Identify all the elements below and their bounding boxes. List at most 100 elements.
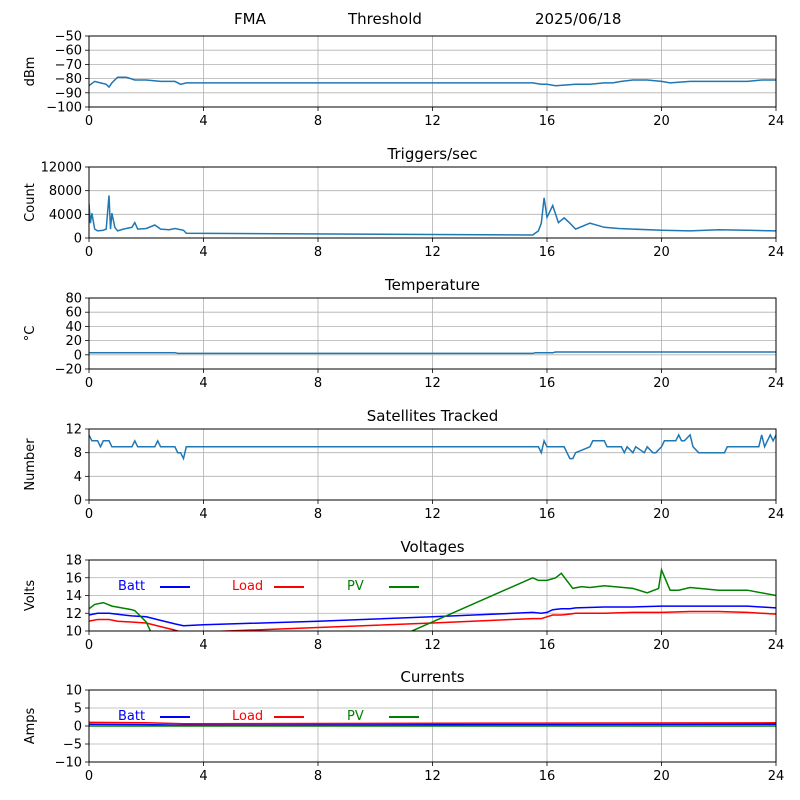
- chart-title: Satellites Tracked: [367, 407, 498, 425]
- tick-label-x: 20: [653, 114, 670, 129]
- tick-label-x: 4: [199, 769, 207, 784]
- chart-panel-4: 0 4 8 12 16 20 24 10 12 14 16 18 Voltages Volts Batt Lo…: [23, 538, 784, 653]
- tick-label-x: 8: [314, 114, 322, 129]
- tick-label-y: −5: [63, 738, 82, 753]
- tick-label-x: 4: [199, 114, 207, 129]
- tick-label-x: 12: [424, 114, 441, 129]
- tick-label-y: 0: [74, 720, 82, 735]
- tick-label-x: 16: [539, 638, 556, 653]
- tick-label-x: 20: [653, 507, 670, 522]
- chart-title: Temperature: [384, 276, 480, 294]
- tick-label-y: 0: [74, 232, 82, 247]
- tick-label-x: 4: [199, 638, 207, 653]
- tick-label-x: 24: [768, 376, 785, 391]
- tick-label-x: 0: [85, 638, 93, 653]
- legend-label: Load: [232, 709, 263, 724]
- tick-label-x: 16: [539, 245, 556, 260]
- tick-label-x: 8: [314, 769, 322, 784]
- tick-label-y: 12000: [41, 161, 82, 176]
- legend-label: Batt: [118, 709, 145, 724]
- tick-label-x: 12: [424, 769, 441, 784]
- series-line: [89, 721, 776, 725]
- tick-label-x: 24: [768, 245, 785, 260]
- tick-label-x: 24: [768, 769, 785, 784]
- chart-title: Voltages: [400, 538, 464, 556]
- tick-label-x: 8: [314, 376, 322, 391]
- tick-label-x: 8: [314, 638, 322, 653]
- tick-label-y: 12: [65, 607, 82, 622]
- tick-label-y: 5: [74, 702, 82, 717]
- tick-label-x: 4: [199, 507, 207, 522]
- series-line: [89, 351, 776, 355]
- tick-label-y: 40: [65, 320, 82, 335]
- tick-label-x: 12: [424, 376, 441, 391]
- tick-label-y: −20: [55, 363, 82, 378]
- axis-label-y: Number: [23, 438, 38, 491]
- tick-label-x: 0: [85, 114, 93, 129]
- series-line: [89, 723, 776, 727]
- tick-label-x: 12: [424, 507, 441, 522]
- tick-label-x: 16: [539, 376, 556, 391]
- tick-label-x: 20: [653, 245, 670, 260]
- tick-label-x: 0: [85, 507, 93, 522]
- legend-label: PV: [347, 709, 364, 724]
- tick-label-y: 8000: [49, 184, 82, 199]
- tick-label-x: 16: [539, 769, 556, 784]
- chart-panel-1: 0 4 8 12 16 20 24 0 4000 8000 12000 Triggers/sec Cou…: [23, 145, 784, 260]
- chart-panel-0: 0 4 8 12 16 20 24 −100−90−80−70−60−50 dBm: [23, 30, 784, 130]
- series-line: [89, 605, 776, 627]
- tick-label-x: 24: [768, 638, 785, 653]
- chart-panel-3: 0 4 8 12 16 20 24 0 4 8 12 Satellites Tracked Number: [23, 407, 784, 522]
- tick-label-y: 10: [65, 684, 82, 699]
- chart-title: Triggers/sec: [387, 145, 478, 163]
- tick-label-x: 8: [314, 245, 322, 260]
- axis-label-y: Volts: [23, 580, 38, 612]
- tick-label-x: 16: [539, 114, 556, 129]
- chart-panel-5: 0 4 8 12 16 20 24 −10 −5 0 5 10 Currents Amps Batt Load…: [23, 668, 784, 784]
- tick-label-y: −70: [55, 58, 82, 73]
- chart-title: Currents: [400, 668, 464, 686]
- axis-label-y: °C: [23, 326, 38, 342]
- tick-label-x: 12: [424, 638, 441, 653]
- tick-label-x: 4: [199, 376, 207, 391]
- station-label: FMA: [234, 10, 266, 28]
- date-label: 2025/06/18: [535, 10, 622, 28]
- legend-label: PV: [347, 579, 364, 594]
- series-line: [89, 76, 776, 89]
- tick-label-y: 0: [74, 494, 82, 509]
- tick-label-x: 20: [653, 376, 670, 391]
- tick-label-y: 8: [74, 446, 82, 461]
- tick-label-y: 10: [65, 625, 82, 640]
- tick-label-x: 0: [85, 245, 93, 260]
- tick-label-y: 16: [65, 571, 82, 586]
- tick-label-y: −50: [55, 30, 82, 45]
- tick-label-y: 20: [65, 334, 82, 349]
- tick-label-y: −10: [55, 756, 82, 771]
- tick-label-x: 24: [768, 114, 785, 129]
- tick-label-y: 12: [65, 423, 82, 438]
- series-line: [89, 195, 776, 236]
- tick-label-x: 16: [539, 507, 556, 522]
- mode-label: Threshold: [348, 10, 422, 28]
- legend-label: Batt: [118, 579, 145, 594]
- axis-label-y: dBm: [23, 57, 38, 87]
- tick-label-x: 4: [199, 245, 207, 260]
- tick-label-y: 18: [65, 554, 82, 569]
- tick-label-x: 0: [85, 376, 93, 391]
- tick-label-x: 20: [653, 638, 670, 653]
- tick-label-y: −90: [55, 86, 82, 101]
- tick-label-y: 0: [74, 348, 82, 363]
- tick-label-x: 8: [314, 507, 322, 522]
- tick-label-y: −80: [55, 72, 82, 87]
- tick-label-x: 0: [85, 769, 93, 784]
- axis-label-y: Amps: [23, 707, 38, 744]
- tick-label-y: −100: [46, 101, 82, 116]
- tick-label-y: 14: [65, 589, 82, 604]
- tick-label-x: 24: [768, 507, 785, 522]
- tick-label-y: −60: [55, 44, 82, 59]
- tick-label-y: 4: [74, 470, 82, 485]
- tick-label-x: 12: [424, 245, 441, 260]
